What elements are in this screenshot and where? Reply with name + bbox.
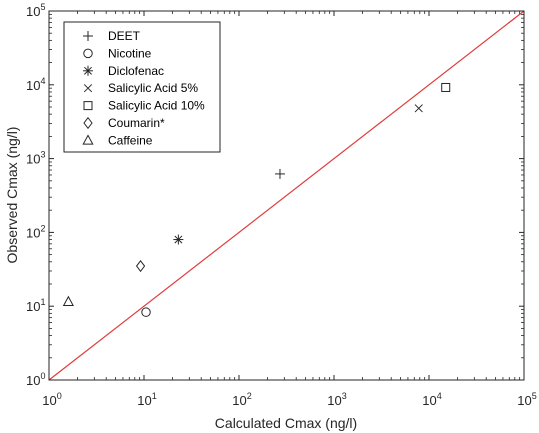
legend-item: Salicylic Acid 10% [83, 99, 205, 113]
legend-marker [83, 48, 93, 59]
legend-marker [83, 65, 93, 76]
legend-label: Diclofenac [108, 64, 164, 78]
legend-label: Salicylic Acid 10% [108, 99, 205, 113]
y-axis-label: Observed Cmax (ng/l) [4, 127, 20, 264]
x-tick-label: 100 [42, 391, 61, 408]
x-tick-label: 102 [232, 391, 251, 408]
legend-item: Diclofenac [83, 64, 164, 78]
legend-item: Caffeine [82, 133, 153, 147]
data-point [141, 307, 151, 317]
data-point [414, 104, 423, 113]
legend: DEET Nicotine Diclofenac Salicylic Acid 5% S… [63, 21, 221, 153]
legend-item: Nicotine [83, 46, 152, 60]
legend-label: DEET [108, 29, 141, 43]
legend-marker [83, 84, 93, 93]
y-tick-label: 102 [26, 223, 45, 240]
legend-marker [82, 134, 94, 145]
x-axis-label: Calculated Cmax (ng/l) [215, 415, 357, 431]
y-tick-label: 103 [26, 150, 45, 167]
y-tick-label: 100 [26, 371, 45, 388]
legend-label: Salicylic Acid 5% [108, 81, 198, 95]
legend-label: Coumarin* [108, 116, 165, 130]
legend-item: Coumarin* [83, 116, 165, 130]
x-tick-label: 103 [327, 391, 346, 408]
legend-marker [83, 116, 93, 130]
legend-marker [83, 101, 93, 111]
legend-box [63, 21, 221, 153]
data-points [62, 82, 451, 317]
data-point [274, 168, 285, 179]
identity-line [48, 10, 525, 381]
legend-label: Nicotine [108, 46, 152, 60]
axis-tick-labels: 100 101 102 103 104 105 100 101 102 103 104 105 [26, 2, 537, 408]
legend-label: Caffeine [108, 133, 153, 147]
legend-item: DEET [83, 29, 141, 43]
y-tick-label: 101 [26, 297, 45, 314]
data-point [173, 234, 184, 245]
legend-marker [83, 31, 93, 41]
x-tick-label: 104 [422, 391, 441, 408]
x-tick-label: 101 [137, 391, 156, 408]
axis-ticks [48, 10, 525, 381]
legend-item: Salicylic Acid 5% [83, 81, 198, 95]
x-tick-label: 105 [517, 391, 536, 408]
y-tick-label: 105 [26, 2, 45, 19]
data-point [135, 259, 146, 273]
data-point [62, 295, 74, 306]
data-point [441, 82, 451, 92]
y-tick-label: 104 [26, 76, 45, 93]
